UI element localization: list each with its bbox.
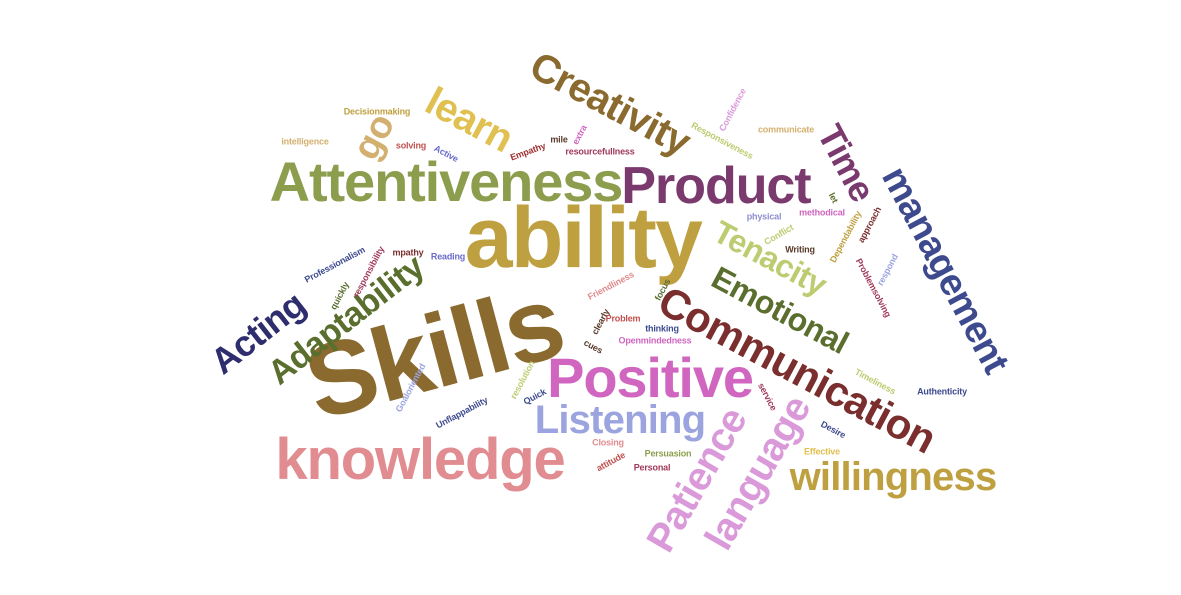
word-closing: Closing: [592, 437, 624, 448]
word-personal: Personal: [633, 462, 671, 473]
word-reading: Reading: [430, 251, 466, 262]
word-confidence: Confidence: [717, 86, 749, 133]
word-management: management: [873, 160, 1017, 380]
word-authenticity: Authenticity: [917, 386, 967, 397]
word-time: Time: [809, 117, 884, 208]
word-creativity: Creativity: [522, 43, 698, 165]
word-physical: physical: [746, 211, 782, 222]
word-service: service: [756, 381, 779, 413]
word-product: Product: [621, 157, 811, 215]
word-intelligence: intelligence: [281, 136, 329, 147]
word-writing: Writing: [785, 244, 815, 255]
word-communicate: communicate: [757, 124, 815, 135]
word-resourcefullness: resourcefullness: [565, 146, 635, 157]
word-professionalism: Professionalism: [302, 244, 367, 285]
word-methodical: methodical: [799, 207, 845, 218]
word-ability: ability: [464, 190, 703, 286]
word-openmindedness: Openmindedness: [618, 335, 692, 346]
word-decisionmaking: Decisionmaking: [343, 106, 411, 117]
word-mile: mile: [550, 134, 568, 145]
word-knowledge: knowledge: [275, 427, 565, 492]
word-solving: solving: [395, 140, 427, 151]
word-thinking: thinking: [645, 323, 679, 334]
word-problem: Problem: [605, 313, 641, 324]
word-desire: Desire: [819, 418, 848, 441]
word-attentiveness: Attentiveness: [269, 150, 624, 213]
word-let: let: [826, 191, 841, 205]
word-persuasion: Persuasion: [644, 448, 692, 459]
word-listening: Listening: [534, 398, 706, 442]
word-extra: extra: [570, 123, 589, 147]
word-mpathy: mpathy: [392, 247, 424, 258]
word-effective: Effective: [804, 446, 840, 457]
word-positive: Positive: [547, 346, 754, 409]
word-attitude: attitude: [594, 449, 627, 474]
word-willingness: willingness: [789, 455, 998, 499]
word-respond: respond: [875, 252, 901, 288]
